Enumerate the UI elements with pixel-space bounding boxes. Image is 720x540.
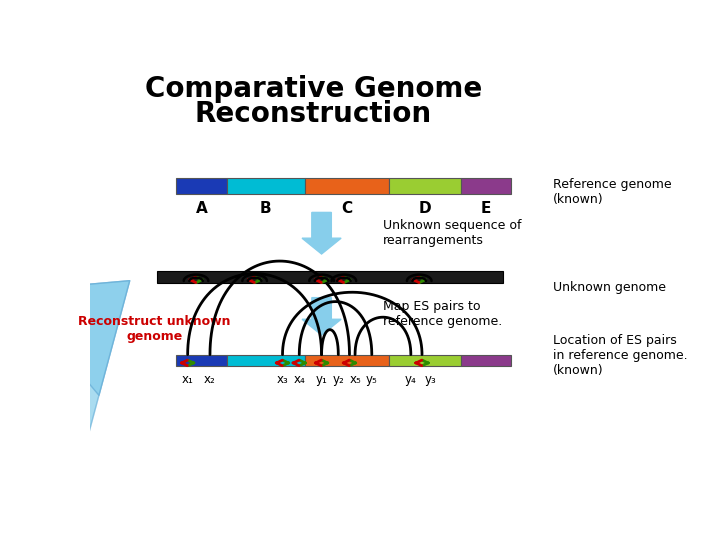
Text: Unknown genome: Unknown genome [553,281,666,294]
Text: E: E [481,201,491,216]
Text: Location of ES pairs
in reference genome.
(known): Location of ES pairs in reference genome… [553,334,688,377]
Polygon shape [302,298,341,335]
Text: Map ES pairs to
reference genome.: Map ES pairs to reference genome. [383,300,503,328]
Text: y₄: y₄ [405,373,417,386]
Bar [389,355,461,366]
Text: x₄: x₄ [293,373,305,386]
Text: x₂: x₂ [204,373,216,386]
Text: Comparative Genome: Comparative Genome [145,75,482,103]
Text: x₃: x₃ [276,373,289,386]
Text: C: C [341,201,352,216]
Text: Unknown sequence of
rearrangements: Unknown sequence of rearrangements [383,219,521,247]
Polygon shape [302,212,341,254]
FancyArrowPatch shape [0,281,130,487]
Text: y₅: y₅ [366,373,378,386]
Bar [305,178,389,194]
FancyArrowPatch shape [12,281,130,395]
Text: D: D [418,201,431,216]
Text: y₂: y₂ [333,373,344,386]
Text: y₁: y₁ [315,373,328,386]
Text: x₁: x₁ [181,373,194,386]
Bar [389,178,461,194]
Text: B: B [260,201,271,216]
Bar [461,355,511,366]
Text: Reconstruction: Reconstruction [194,100,432,128]
Text: x₅: x₅ [349,373,361,386]
Bar [305,355,389,366]
Text: y₃: y₃ [425,373,436,386]
Text: A: A [196,201,207,216]
Bar [157,272,503,283]
Bar [461,178,511,194]
Text: Reconstruct unknown
genome: Reconstruct unknown genome [78,315,230,343]
Bar [227,178,305,194]
Bar [176,178,227,194]
Bar [227,355,305,366]
FancyArrowPatch shape [0,281,130,441]
Text: Reference genome
(known): Reference genome (known) [553,178,672,206]
Bar [176,355,227,366]
